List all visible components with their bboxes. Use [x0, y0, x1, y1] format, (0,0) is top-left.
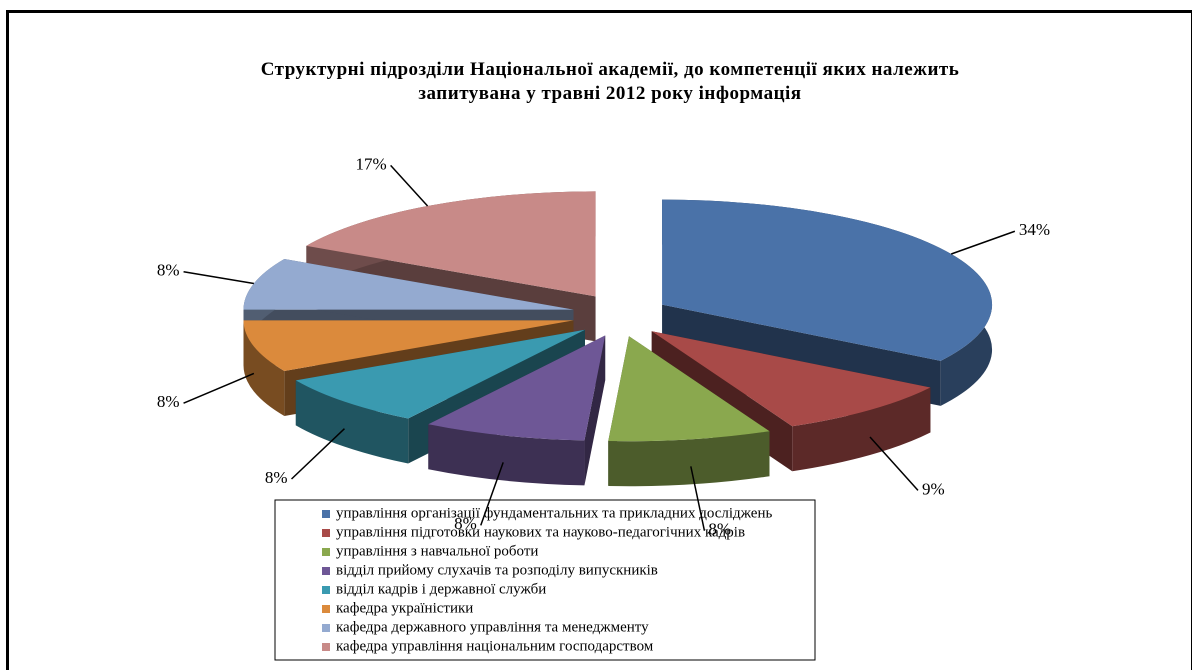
slice-side	[792, 387, 931, 472]
slice-side	[243, 320, 285, 416]
data-label: 8%	[454, 514, 477, 533]
slice	[295, 329, 586, 419]
legend-swatch	[322, 510, 330, 518]
leader-line	[291, 428, 345, 480]
data-label: 17%	[355, 154, 386, 173]
leader-line	[183, 372, 255, 404]
frame	[6, 10, 1192, 670]
leader-line	[480, 462, 504, 526]
legend-swatch	[322, 567, 330, 575]
data-label: 8%	[157, 392, 180, 411]
legend-swatch	[322, 643, 330, 651]
legend-label: відділ кадрів і державної служби	[336, 581, 546, 597]
legend-label: відділ прийому слухачів та розподілу вип…	[336, 562, 658, 578]
slice	[428, 335, 606, 441]
legend-label: управління організації фундаментальних т…	[336, 505, 772, 521]
legend-swatch	[322, 605, 330, 613]
data-label: 8%	[157, 261, 180, 280]
legend-swatch	[322, 624, 330, 632]
legend-swatch	[322, 586, 330, 594]
legend-swatch	[322, 548, 330, 556]
legend-label: управління підготовки наукових та науков…	[336, 524, 745, 540]
slice	[662, 199, 993, 361]
slice	[243, 259, 574, 310]
legend-box	[274, 499, 816, 661]
slice-side	[608, 431, 770, 487]
leader-line	[950, 230, 1016, 255]
slice	[243, 320, 574, 371]
data-label: 8%	[265, 468, 288, 487]
legend-label: кафедра управління національним господар…	[336, 638, 654, 654]
slice	[651, 331, 931, 427]
slice	[608, 336, 770, 442]
legend-label: управління з навчальної роботи	[336, 543, 538, 559]
leader-line	[869, 436, 919, 491]
leader-line	[390, 164, 429, 207]
slice-side	[295, 380, 409, 464]
data-label: 8%	[708, 520, 731, 539]
slice	[306, 191, 596, 297]
leader-line	[183, 271, 254, 285]
chart-title: Структурні підрозділи Національної акаде…	[260, 59, 960, 104]
legend-label: кафедра державного управління та менеджм…	[336, 619, 649, 635]
leader-line	[690, 466, 706, 531]
data-label: 9%	[922, 479, 945, 498]
data-label: 34%	[1019, 220, 1050, 239]
slice-side	[428, 424, 585, 486]
legend-label: кафедра україністики	[336, 600, 473, 616]
legend-swatch	[322, 529, 330, 537]
